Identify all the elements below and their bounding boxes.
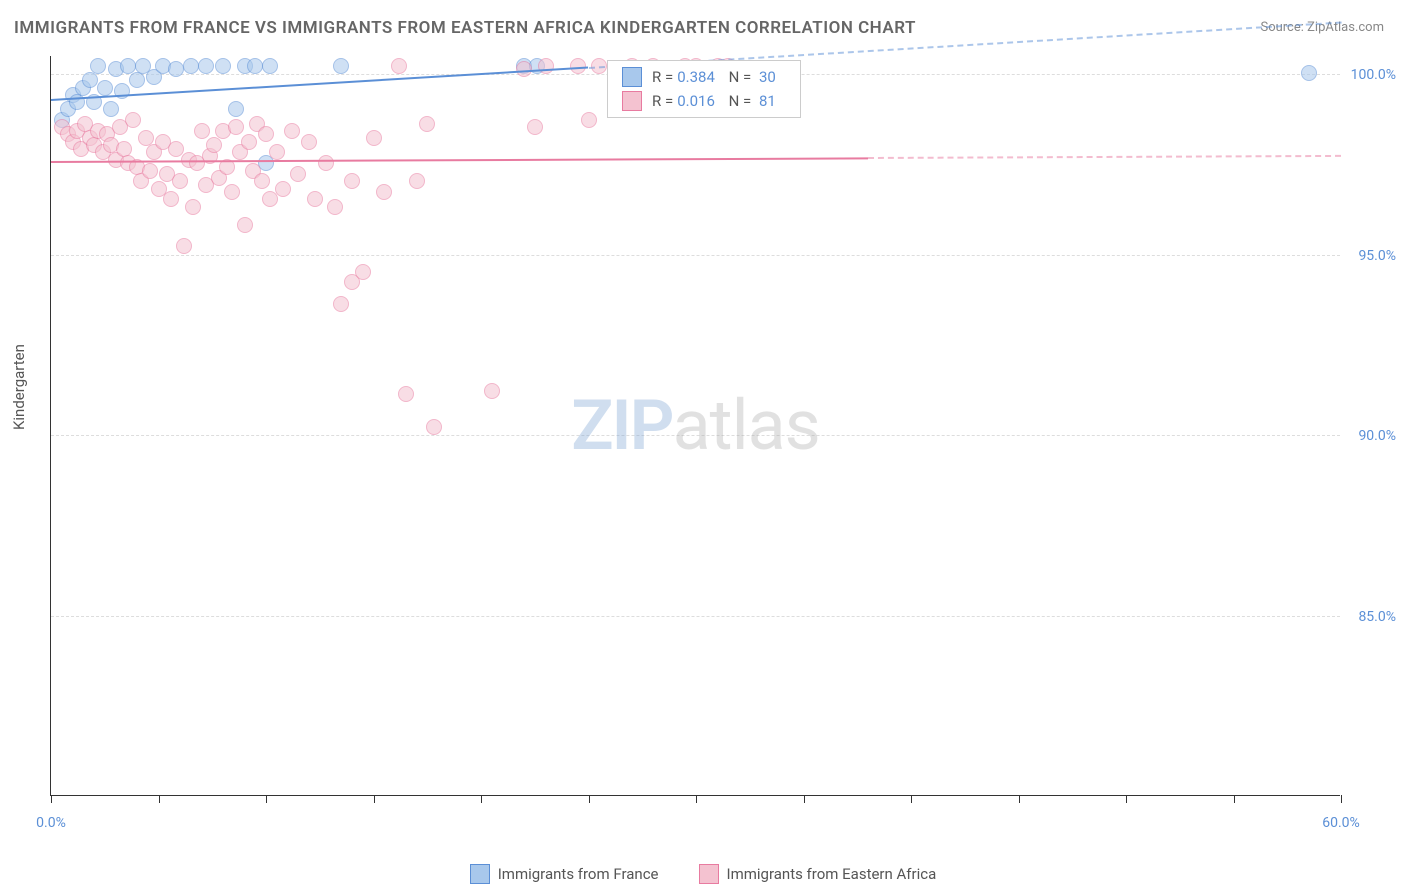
plot-area: 85.0%90.0%95.0%100.0%0.0%60.0%ZIPatlasR …: [50, 56, 1340, 796]
x-tick: [804, 795, 805, 803]
scatter-point: [206, 137, 222, 153]
scatter-point: [409, 173, 425, 189]
scatter-point: [484, 383, 500, 399]
scatter-point: [301, 134, 317, 150]
scatter-point: [125, 112, 141, 128]
y-tick-label: 95.0%: [1358, 248, 1396, 264]
scatter-point: [194, 123, 210, 139]
bottom-legend-item: Immigrants from France: [470, 864, 659, 884]
x-tick: [1341, 795, 1342, 803]
scatter-point: [129, 72, 145, 88]
scatter-point: [120, 58, 136, 74]
scatter-point: [262, 58, 278, 74]
scatter-point: [241, 134, 257, 150]
scatter-point: [1301, 65, 1317, 81]
legend-row: R =0.384 N = 30: [622, 67, 786, 87]
y-tick-label: 90.0%: [1358, 428, 1396, 444]
gridline: 85.0%: [51, 616, 1340, 617]
trend-line-dashed: [868, 155, 1341, 159]
scatter-point: [355, 264, 371, 280]
legend-row: R =0.016 N = 81: [622, 91, 786, 111]
y-tick-label: 85.0%: [1358, 609, 1396, 625]
scatter-point: [82, 72, 98, 88]
legend-swatch: [699, 864, 719, 884]
scatter-point: [269, 144, 285, 160]
scatter-point: [185, 199, 201, 215]
scatter-point: [527, 119, 543, 135]
x-tick-label: 0.0%: [36, 815, 66, 831]
scatter-point: [284, 123, 300, 139]
legend-label: Immigrants from Eastern Africa: [727, 865, 937, 883]
scatter-point: [318, 155, 334, 171]
scatter-point: [138, 130, 154, 146]
scatter-point: [172, 173, 188, 189]
scatter-point: [254, 173, 270, 189]
x-tick: [159, 795, 160, 803]
y-axis-title: Kindergarten: [10, 344, 28, 430]
scatter-point: [376, 184, 392, 200]
x-tick: [1019, 795, 1020, 803]
scatter-point: [275, 181, 291, 197]
x-tick: [51, 795, 52, 803]
legend-swatch: [622, 67, 642, 87]
scatter-point: [366, 130, 382, 146]
legend-label: Immigrants from France: [498, 865, 659, 883]
scatter-point: [176, 238, 192, 254]
x-tick: [1126, 795, 1127, 803]
bottom-legend: Immigrants from France Immigrants from Ea…: [0, 864, 1406, 884]
bottom-legend-item: Immigrants from Eastern Africa: [699, 864, 937, 884]
scatter-point: [97, 80, 113, 96]
watermark: ZIPatlas: [571, 385, 820, 467]
x-tick: [374, 795, 375, 803]
x-tick: [266, 795, 267, 803]
scatter-point: [398, 386, 414, 402]
x-tick: [481, 795, 482, 803]
chart-title: IMMIGRANTS FROM FRANCE VS IMMIGRANTS FRO…: [14, 18, 916, 38]
scatter-point: [90, 58, 106, 74]
x-tick: [589, 795, 590, 803]
gridline: 95.0%: [51, 255, 1340, 256]
scatter-point: [163, 191, 179, 207]
x-tick-label: 60.0%: [1322, 815, 1360, 831]
correlation-legend: R =0.384 N = 30 R =0.016 N = 81: [607, 60, 801, 118]
scatter-point: [228, 101, 244, 117]
legend-stats: R =0.016 N = 81: [652, 92, 786, 110]
scatter-point: [224, 184, 240, 200]
scatter-point: [198, 58, 214, 74]
scatter-point: [327, 199, 343, 215]
gridline: 90.0%: [51, 435, 1340, 436]
scatter-point: [262, 191, 278, 207]
x-tick: [696, 795, 697, 803]
scatter-point: [215, 58, 231, 74]
scatter-point: [344, 173, 360, 189]
scatter-point: [228, 119, 244, 135]
scatter-point: [391, 58, 407, 74]
trend-line: [51, 157, 868, 163]
scatter-point: [333, 58, 349, 74]
scatter-point: [237, 217, 253, 233]
scatter-point: [581, 112, 597, 128]
y-tick-label: 100.0%: [1351, 67, 1396, 83]
scatter-point: [103, 101, 119, 117]
scatter-point: [290, 166, 306, 182]
scatter-point: [307, 191, 323, 207]
scatter-point: [247, 58, 263, 74]
scatter-point: [168, 61, 184, 77]
scatter-point: [419, 116, 435, 132]
x-tick: [911, 795, 912, 803]
scatter-point: [258, 126, 274, 142]
scatter-point: [426, 419, 442, 435]
legend-stats: R =0.384 N = 30: [652, 68, 786, 86]
legend-swatch: [470, 864, 490, 884]
x-tick: [1234, 795, 1235, 803]
scatter-point: [333, 296, 349, 312]
scatter-point: [183, 58, 199, 74]
legend-swatch: [622, 91, 642, 111]
scatter-point: [142, 163, 158, 179]
